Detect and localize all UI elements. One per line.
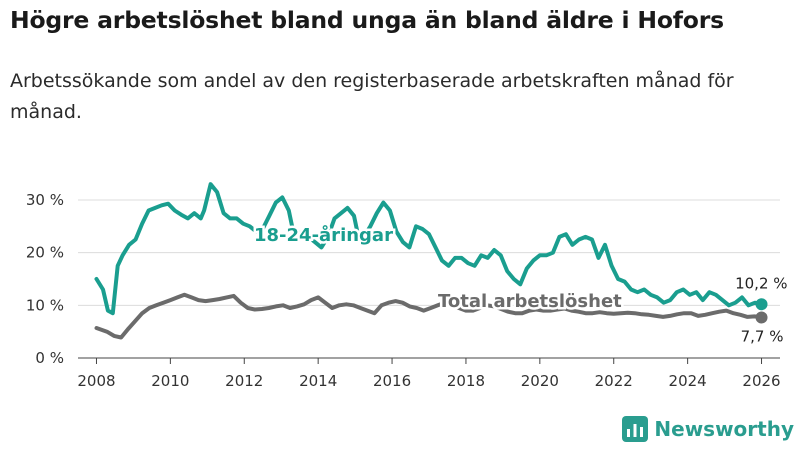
youth-series-label: 18-24-åringar (254, 224, 393, 246)
gridlines: 0 % 10 % 20 % 30 % (26, 191, 780, 367)
x-tick-label: 2016 (373, 372, 411, 390)
total-series-label: Total arbetslöshet (438, 291, 622, 312)
x-tick-label: 2018 (447, 372, 485, 390)
brand-name: Newsworthy (654, 417, 794, 441)
x-axis: 2008 2010 2012 2014 2016 2018 2020 2022 2024 2026 (77, 357, 781, 390)
x-tick-label: 2014 (299, 372, 337, 390)
series-labels: 18-24-åringar Total arbetslöshet 10,2 % 7,7… (252, 222, 788, 346)
total-series-line (94, 292, 764, 340)
x-tick-label: 2010 (151, 372, 189, 390)
newsworthy-logo: Newsworthy (622, 416, 794, 442)
x-tick-label: 2008 (77, 372, 115, 390)
x-tick-label: 2024 (669, 372, 707, 390)
series-lines (94, 182, 768, 340)
x-tick-label: 2012 (225, 372, 263, 390)
youth-series-line (94, 182, 764, 316)
chart-title: Högre arbetslöshet bland unga än bland ä… (10, 6, 724, 34)
x-tick-label: 2020 (521, 372, 559, 390)
youth-end-value-label: 10,2 % (735, 274, 787, 292)
total-end-value-label: 7,7 % (741, 327, 784, 345)
bar-chart-logo-icon (622, 416, 649, 442)
chart-subtitle: Arbetssökande som andel av den registerb… (10, 70, 734, 123)
y-tick-label: 0 % (35, 349, 64, 367)
x-tick-label: 2022 (595, 372, 633, 390)
series-end-point (755, 298, 768, 311)
y-tick-label: 20 % (26, 244, 64, 262)
series-end-point (755, 311, 768, 324)
y-tick-label: 10 % (26, 296, 64, 314)
x-tick-label: 2026 (742, 372, 780, 390)
y-tick-label: 30 % (26, 191, 64, 209)
